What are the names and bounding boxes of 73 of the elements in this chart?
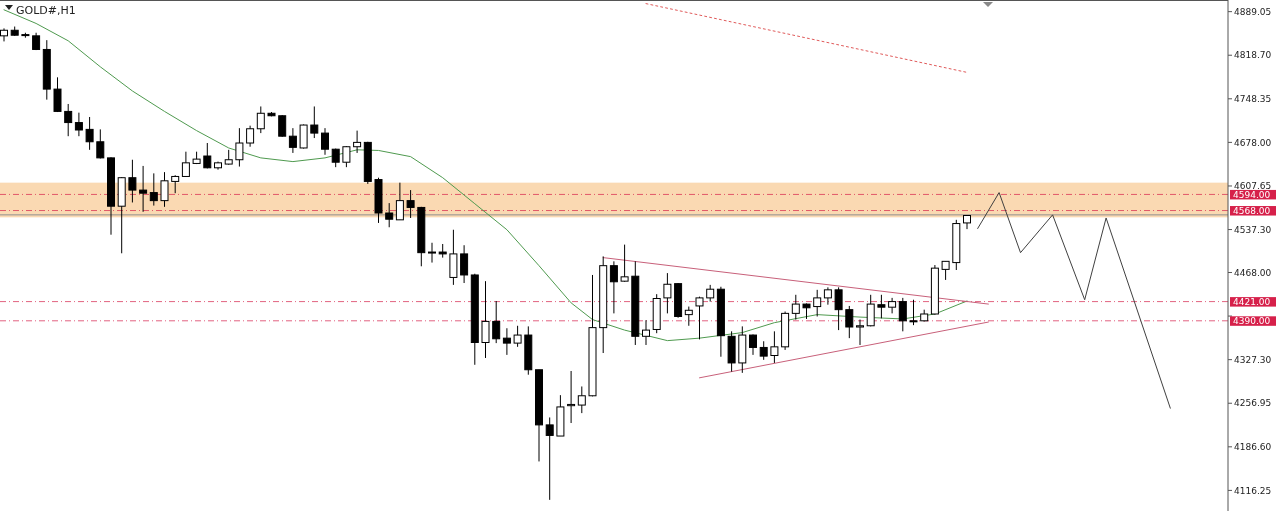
y-tick-label: 4748.35 bbox=[1234, 93, 1272, 104]
ref-line-label: 4594.00 bbox=[1233, 189, 1271, 200]
candlestick bbox=[0, 27, 8, 42]
candlestick bbox=[342, 145, 351, 168]
candlestick bbox=[299, 123, 308, 150]
candlestick bbox=[684, 306, 693, 327]
candlestick bbox=[460, 244, 469, 284]
candlestick bbox=[256, 105, 265, 134]
candlestick bbox=[856, 319, 864, 346]
candlestick bbox=[513, 325, 522, 348]
candlestick bbox=[85, 116, 94, 151]
y-tick-label: 4186.60 bbox=[1234, 441, 1272, 452]
candlestick bbox=[609, 260, 618, 314]
candlestick bbox=[791, 294, 800, 321]
y-tick-label: 4818.70 bbox=[1234, 50, 1272, 61]
candlestick bbox=[642, 319, 650, 346]
line-series bbox=[977, 192, 1171, 409]
candlestick bbox=[64, 103, 73, 137]
candlestick bbox=[321, 127, 329, 156]
candlestick bbox=[909, 299, 918, 326]
candlestick bbox=[128, 159, 137, 203]
candlestick bbox=[149, 172, 158, 207]
ref-line-label: 4568.00 bbox=[1233, 205, 1271, 216]
chart-title: GOLD#,H1 bbox=[16, 3, 76, 17]
candlestick bbox=[74, 112, 83, 137]
candlestick bbox=[203, 142, 212, 169]
candlestick bbox=[620, 244, 629, 283]
candlestick bbox=[428, 242, 436, 264]
ref-line-label: 4421.00 bbox=[1233, 296, 1271, 307]
candlestick bbox=[96, 128, 105, 159]
y-tick-label: 4537.30 bbox=[1234, 224, 1272, 235]
candlestick bbox=[246, 125, 255, 148]
candlestick bbox=[385, 202, 394, 228]
candlestick bbox=[278, 114, 287, 138]
candlestick bbox=[898, 297, 907, 332]
candlestick bbox=[813, 289, 822, 317]
y-tick-label: 4607.65 bbox=[1234, 181, 1272, 192]
candlestick bbox=[545, 416, 554, 501]
candlestick bbox=[288, 127, 297, 154]
candlestick bbox=[663, 272, 672, 314]
candlestick bbox=[823, 286, 832, 306]
y-tick-label: 4327.30 bbox=[1234, 354, 1272, 365]
candlestick bbox=[877, 294, 886, 319]
candlestick bbox=[449, 229, 458, 286]
candlestick bbox=[770, 330, 779, 364]
y-tick-label: 4468.00 bbox=[1234, 267, 1272, 278]
candlestick bbox=[492, 300, 501, 344]
candlestick bbox=[235, 127, 244, 168]
candlestick bbox=[310, 105, 319, 139]
candlestick bbox=[406, 189, 415, 219]
candlestick bbox=[139, 165, 148, 213]
y-tick-label: 4256.95 bbox=[1234, 398, 1272, 409]
candlestick bbox=[834, 286, 843, 331]
candlestick bbox=[181, 151, 190, 177]
y-tick-label: 4889.05 bbox=[1234, 6, 1272, 17]
candlestick bbox=[695, 296, 704, 340]
candlestick bbox=[888, 297, 897, 314]
candlestick bbox=[567, 370, 576, 424]
candlestick bbox=[395, 182, 404, 221]
candlestick bbox=[353, 130, 362, 154]
candlestick bbox=[53, 76, 62, 113]
candlestick bbox=[941, 260, 950, 281]
candlestick bbox=[759, 340, 768, 361]
candlestick bbox=[502, 327, 511, 356]
y-tick-label: 4678.00 bbox=[1234, 137, 1272, 148]
y-tick-label: 4116.25 bbox=[1234, 485, 1272, 496]
candlestick bbox=[481, 280, 490, 359]
candlestick bbox=[160, 171, 169, 208]
candlestick bbox=[845, 305, 854, 339]
candlestick bbox=[749, 333, 757, 356]
candlestick bbox=[577, 385, 586, 414]
ref-line-label: 4390.00 bbox=[1233, 315, 1271, 326]
candlestick bbox=[866, 294, 875, 327]
